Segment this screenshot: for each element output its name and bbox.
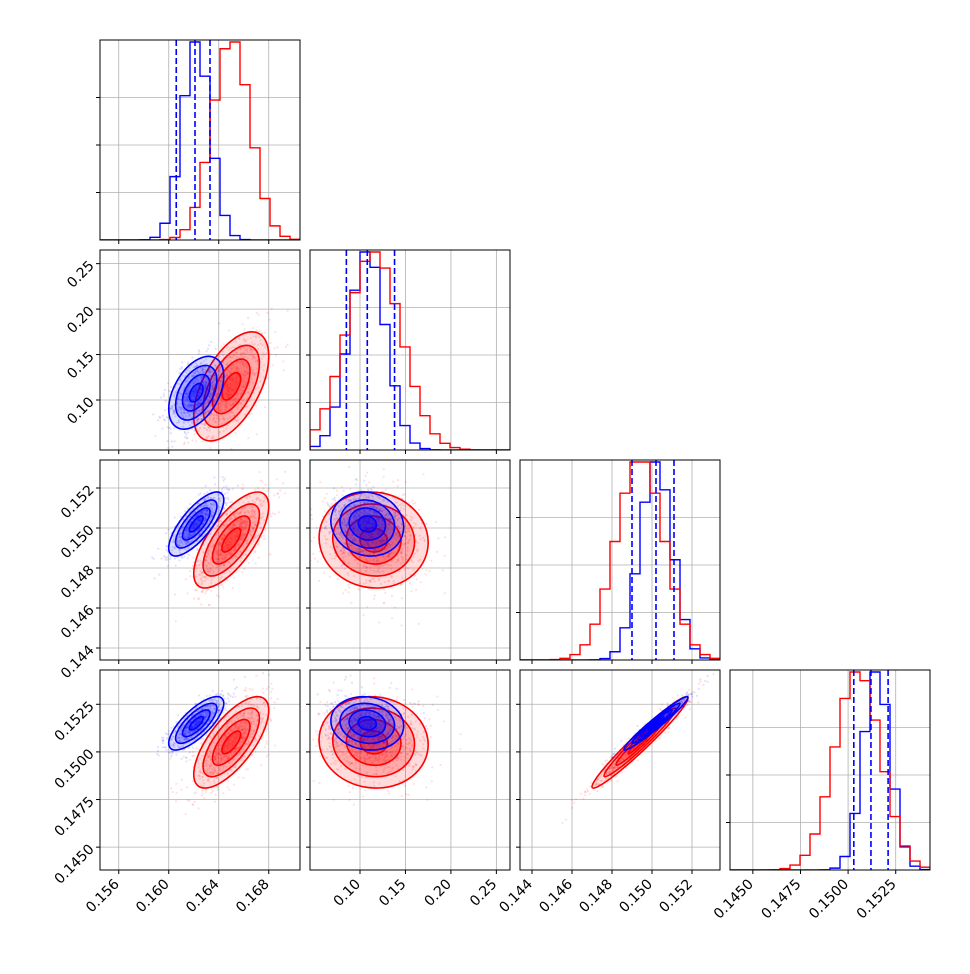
y-tick-label: 0.1475	[52, 794, 98, 840]
y-tick-label: 0.152	[58, 482, 98, 522]
x-tick-label: 0.150	[616, 876, 656, 916]
y-tick-label: 0.25	[64, 258, 97, 291]
x-tick-label: 0.160	[133, 876, 173, 916]
x-tick-label: 0.1450	[711, 876, 757, 922]
x-tick-label: 0.156	[83, 876, 123, 916]
y-tick-label: 0.150	[58, 522, 98, 562]
x-tick-label: 0.1500	[806, 876, 852, 922]
y-tick-label: 0.1450	[52, 841, 98, 887]
x-tick-label: 0.1525	[854, 876, 900, 922]
x-tick-label: 0.146	[536, 876, 576, 916]
histogram-red	[310, 252, 510, 450]
y-tick-label: 0.10	[64, 394, 97, 427]
x-tick-label: 0.144	[496, 876, 536, 916]
panel-2-1	[282, 460, 511, 664]
y-tick-label: 0.1525	[52, 699, 98, 745]
x-tick-label: 0.168	[233, 876, 273, 916]
x-tick-label: 0.148	[576, 876, 616, 916]
y-tick-label: 0.144	[58, 642, 98, 682]
y-tick-label: 0.148	[58, 562, 98, 602]
histogram-red	[730, 672, 930, 870]
x-tick-label: 0.10	[331, 876, 364, 909]
x-tick-label: 0.20	[422, 876, 455, 909]
y-tick-label: 0.20	[64, 303, 97, 336]
x-tick-label: 0.152	[656, 876, 696, 916]
x-tick-label: 0.15	[376, 876, 409, 909]
panel-1-1	[306, 250, 510, 454]
panel-0-0	[96, 40, 300, 244]
x-tick-label: 0.164	[183, 876, 223, 916]
y-tick-label: 0.146	[58, 602, 98, 642]
y-tick-label: 0.15	[64, 349, 97, 382]
panel-2-2	[516, 460, 720, 664]
x-tick-label: 0.1475	[759, 876, 805, 922]
y-tick-label: 0.1500	[52, 746, 98, 792]
